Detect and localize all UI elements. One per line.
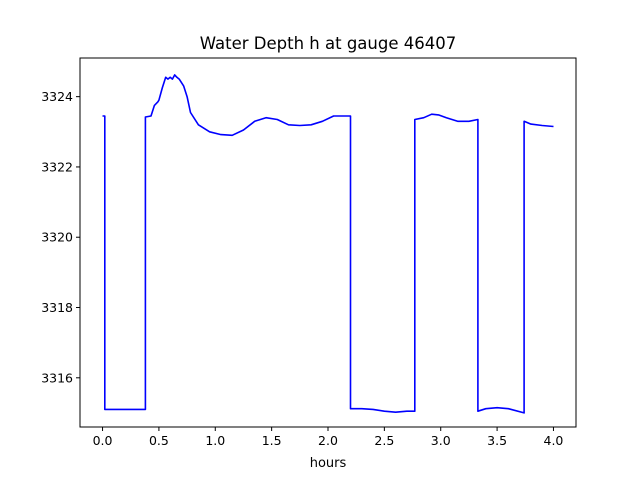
y-tick-label: 3318 [41,300,73,315]
x-tick-label: 2.5 [374,433,394,448]
x-tick-label: 3.5 [487,433,507,448]
y-axis-ticks: 3316 3318 3320 3322 3324 [41,89,80,385]
x-tick-label: 0.0 [93,433,113,448]
y-tick-label: 3316 [41,370,73,385]
y-tick-label: 3320 [41,230,73,245]
x-axis-label: hours [310,456,347,471]
x-tick-label: 3.0 [431,433,451,448]
series-group [102,74,554,414]
x-tick-label: 1.5 [262,433,282,448]
x-tick-label: 0.5 [149,433,169,448]
x-tick-label: 2.0 [318,433,338,448]
y-tick-label: 3322 [41,159,73,174]
x-tick-label: 1.0 [205,433,225,448]
x-axis-ticks: 0.0 0.5 1.0 1.5 2.0 2.5 3.0 3.5 4.0 [93,427,564,448]
y-tick-label: 3324 [41,89,73,104]
chart-title: Water Depth h at gauge 46407 [200,34,456,53]
series-line-0 [102,74,554,414]
x-tick-label: 4.0 [544,433,564,448]
